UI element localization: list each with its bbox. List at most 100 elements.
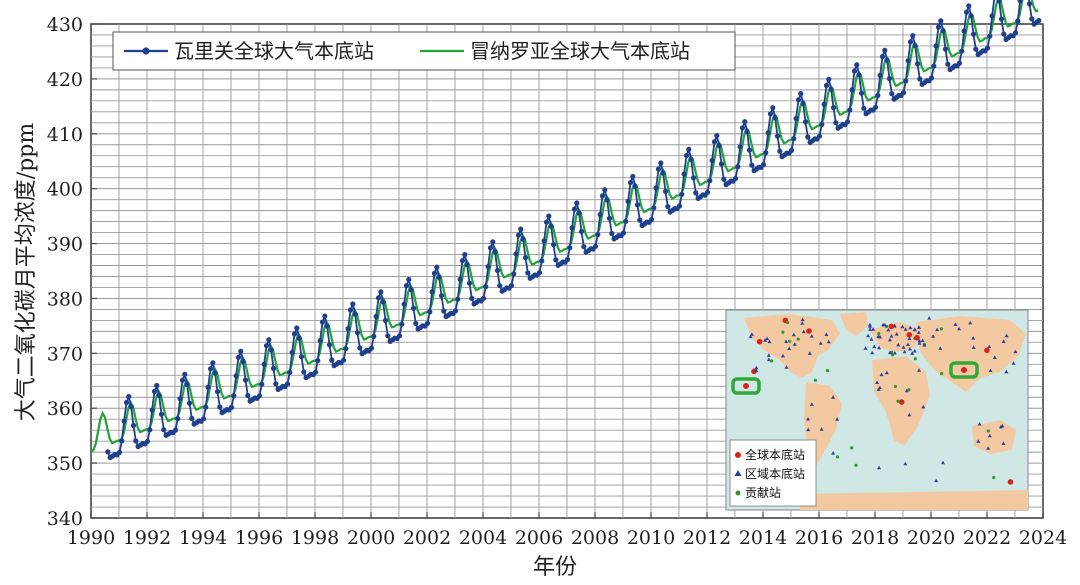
map-regional-station (921, 404, 926, 409)
map-regional-station (1004, 333, 1009, 338)
data-point-waliguan (133, 438, 139, 444)
data-point-waliguan (847, 107, 853, 113)
data-point-waliguan (996, 0, 1002, 4)
data-point-waliguan (739, 125, 746, 131)
x-tick-label: 2020 (907, 527, 955, 549)
map-regional-station (887, 337, 892, 342)
map-regional-station (917, 341, 922, 345)
map-regional-station (907, 412, 912, 417)
map-regional-station (931, 334, 936, 338)
data-point-waliguan (373, 313, 379, 320)
map-contributing-station (913, 357, 917, 361)
data-point-waliguan (231, 393, 237, 399)
data-point-waliguan (541, 238, 547, 244)
data-point-waliguan (623, 218, 629, 224)
data-point-waliguan (942, 46, 949, 52)
x-tick-label: 2018 (851, 527, 899, 549)
map-regional-station (957, 326, 962, 331)
map-australia (972, 420, 1016, 454)
map-regional-station (903, 461, 908, 466)
data-point-waliguan (912, 42, 918, 49)
map-contributing-station (877, 331, 881, 336)
data-point-waliguan (963, 9, 970, 15)
data-point-waliguan (877, 72, 883, 78)
map-regional-station (792, 342, 797, 346)
data-point-waliguan (959, 48, 965, 54)
map-regional-station (902, 349, 907, 354)
map-regional-station (763, 338, 768, 342)
x-tick-label: 2012 (683, 527, 731, 549)
data-point-waliguan (487, 245, 494, 251)
map-regional-station (800, 317, 805, 322)
map-regional-station (1001, 441, 1006, 445)
data-point-waliguan (634, 202, 641, 208)
data-point-waliguan (681, 171, 687, 177)
map-regional-station (824, 332, 829, 336)
map-regional-station (894, 332, 899, 336)
data-point-waliguan (945, 61, 951, 67)
x-tick-label: 1992 (123, 527, 171, 549)
map-regional-station (892, 351, 897, 355)
map-regional-station (917, 325, 921, 329)
data-point-waliguan (436, 274, 442, 280)
data-point-waliguan (312, 369, 319, 375)
map-regional-station (906, 342, 910, 346)
data-point-waliguan (289, 349, 295, 356)
data-point-waliguan (569, 225, 575, 231)
data-point-waliguan (744, 129, 750, 135)
y-tick-label: 380 (47, 288, 83, 310)
map-contributing-station (986, 429, 990, 433)
data-point-waliguan (126, 394, 132, 400)
map-regional-station (801, 329, 806, 334)
data-point-waliguan (777, 148, 783, 154)
data-point-waliguan (576, 210, 582, 216)
data-point-waliguan (210, 360, 216, 366)
map-regional-station (888, 350, 892, 355)
data-point-waliguan (284, 381, 291, 387)
map-contributing-station (854, 463, 858, 467)
data-point-waliguan (830, 105, 837, 111)
data-point-waliguan (690, 175, 697, 181)
data-point-waliguan (931, 63, 937, 69)
data-point-waliguan (746, 147, 753, 153)
map-regional-station (886, 327, 891, 332)
x-tick-label: 1998 (291, 527, 339, 549)
data-point-waliguan (186, 400, 193, 406)
data-point-waliguan (704, 189, 711, 195)
data-point-waliguan (651, 205, 657, 211)
data-point-waliguan (182, 371, 188, 377)
data-point-waliguan (212, 370, 218, 376)
data-point-waliguan (172, 427, 179, 433)
data-point-waliguan (760, 161, 767, 168)
map-regional-station (927, 316, 932, 320)
y-tick-label: 370 (47, 343, 83, 365)
data-point-waliguan (154, 382, 160, 389)
map-contributing-station (940, 372, 944, 376)
data-point-waliguan (900, 90, 907, 96)
map-regional-station (938, 346, 943, 350)
data-point-waliguan (485, 264, 491, 270)
data-point-waliguan (961, 28, 967, 34)
data-point-waliguan (492, 249, 498, 255)
map-regional-station (807, 351, 812, 355)
x-tick-label: 2022 (963, 527, 1011, 549)
map-global-station (888, 323, 895, 330)
data-point-waliguan (296, 335, 302, 341)
x-tick-label: 2014 (739, 527, 787, 549)
data-point-waliguan (800, 100, 806, 107)
map-regional-station (1011, 361, 1016, 365)
map-north-america (744, 314, 840, 378)
data-point-waliguan (984, 45, 991, 51)
map-regional-station (1004, 369, 1009, 374)
x-axis-title: 年份 (533, 555, 577, 580)
y-tick-label: 400 (47, 179, 83, 201)
data-point-waliguan (907, 39, 914, 45)
map-legend-global-marker (735, 452, 741, 458)
data-point-waliguan (490, 239, 496, 245)
data-point-waliguan (987, 33, 993, 39)
map-regional-station (988, 368, 993, 372)
map-regional-station (866, 333, 871, 338)
y-tick-label: 420 (47, 69, 83, 91)
data-point-waliguan (550, 242, 557, 248)
map-regional-station (934, 478, 939, 483)
